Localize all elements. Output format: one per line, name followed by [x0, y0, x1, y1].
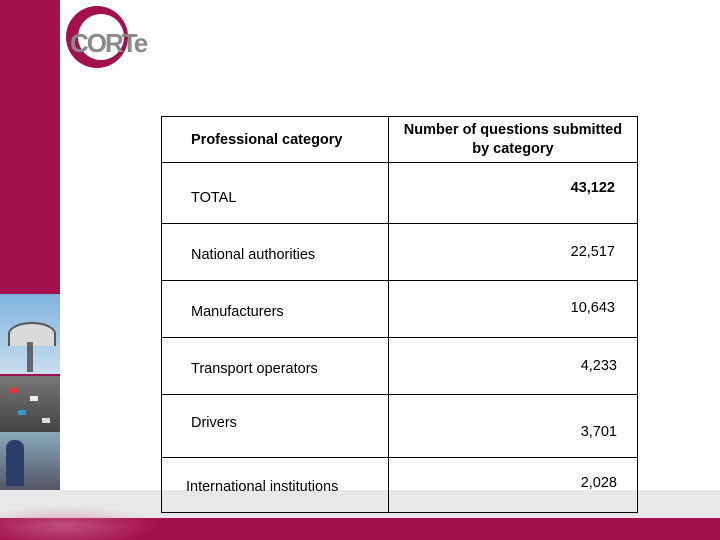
car-icon: [18, 410, 26, 415]
table-row: Transport operators 4,233: [161, 337, 639, 395]
person-icon: [6, 440, 24, 486]
row-category: International institutions: [161, 457, 389, 513]
highway-traffic-photo: [0, 376, 60, 432]
header-count: Number of questions submitted by categor…: [387, 116, 639, 163]
row-count: 22,517: [387, 223, 639, 281]
header-category: Professional category: [161, 116, 389, 163]
row-category: Manufacturers: [161, 280, 389, 338]
logo: CORTe: [70, 28, 148, 58]
logo-circle-inner: [78, 14, 124, 60]
row-category: Drivers: [161, 394, 389, 458]
row-count: 2,028: [387, 457, 639, 513]
table-row: Drivers 3,701: [161, 394, 639, 458]
row-count: 10,643: [387, 280, 639, 338]
car-icon: [30, 396, 38, 401]
row-count: 43,122: [387, 162, 639, 224]
footer-dark-band: [0, 518, 720, 540]
car-icon: [42, 418, 50, 423]
row-category: National authorities: [161, 223, 389, 281]
table-row: Manufacturers 10,643: [161, 280, 639, 338]
questions-table: Professional category Number of question…: [161, 116, 639, 513]
row-count: 4,233: [387, 337, 639, 395]
satellite-dish-stand: [27, 342, 33, 372]
car-icon: [10, 388, 18, 393]
table-header-row: Professional category Number of question…: [161, 116, 639, 163]
header-count-line1: Number of questions submitted: [403, 121, 623, 138]
header-count-line2: by category: [472, 140, 554, 157]
table-row: International institutions 2,028: [161, 457, 639, 513]
row-category: Transport operators: [161, 337, 389, 395]
table-row: TOTAL 43,122: [161, 162, 639, 224]
row-count: 3,701: [387, 394, 639, 458]
globe-watermark: [0, 505, 160, 540]
table-row: National authorities 22,517: [161, 223, 639, 281]
row-category: TOTAL: [161, 162, 389, 224]
